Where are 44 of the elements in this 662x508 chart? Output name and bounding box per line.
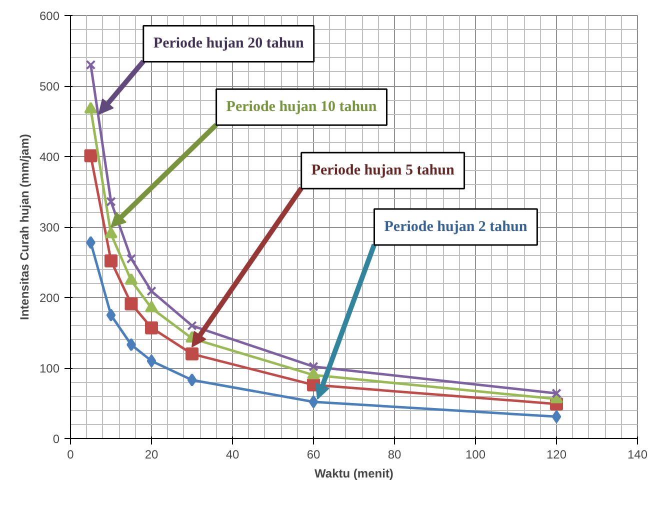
point <box>552 388 562 398</box>
text: Periode hujan 2 tahun <box>384 219 528 235</box>
y-tick-label: 100 <box>39 362 60 376</box>
point <box>308 395 318 408</box>
point <box>307 368 320 380</box>
text: Periode hujan 20 tahun <box>153 36 304 52</box>
point <box>106 308 116 322</box>
x-axis-title: Waktu (menit) <box>314 466 394 480</box>
x-tick-label: 60 <box>306 448 320 462</box>
x-tick-label: 140 <box>627 448 648 462</box>
y-tick-label: 0 <box>52 432 60 446</box>
point <box>86 236 96 250</box>
point <box>186 347 198 360</box>
point <box>84 149 98 162</box>
point <box>124 297 138 310</box>
y-tick-label: 400 <box>39 150 60 164</box>
point <box>187 373 197 386</box>
y-axis-title: Intensitas Curah hujan (mm/jam) <box>17 134 32 320</box>
point <box>126 338 136 352</box>
point <box>86 60 96 70</box>
x-tick-label: 100 <box>465 448 486 462</box>
point <box>106 196 116 207</box>
y-tick-label: 300 <box>39 220 60 234</box>
point <box>124 273 138 285</box>
x-tick-label: 20 <box>144 448 158 462</box>
point <box>104 254 118 268</box>
point <box>187 320 197 331</box>
y-tick-label: 200 <box>39 291 60 305</box>
x-tick-label: 80 <box>388 448 402 462</box>
point <box>146 286 156 296</box>
x-tick-label: 120 <box>546 448 567 462</box>
y-tick-label: 500 <box>39 80 60 94</box>
x-tick-label: 0 <box>67 448 74 462</box>
point <box>145 321 158 334</box>
point <box>146 354 156 368</box>
text: Periode hujan 10 tahun <box>226 99 378 116</box>
text: Periode hujan 5 tahun <box>311 162 455 179</box>
y-tick-label: 600 <box>39 9 60 23</box>
point <box>308 362 318 372</box>
point <box>126 254 136 264</box>
point <box>552 410 562 424</box>
x-tick-label: 40 <box>226 448 240 462</box>
point <box>145 300 158 312</box>
point <box>104 226 118 238</box>
